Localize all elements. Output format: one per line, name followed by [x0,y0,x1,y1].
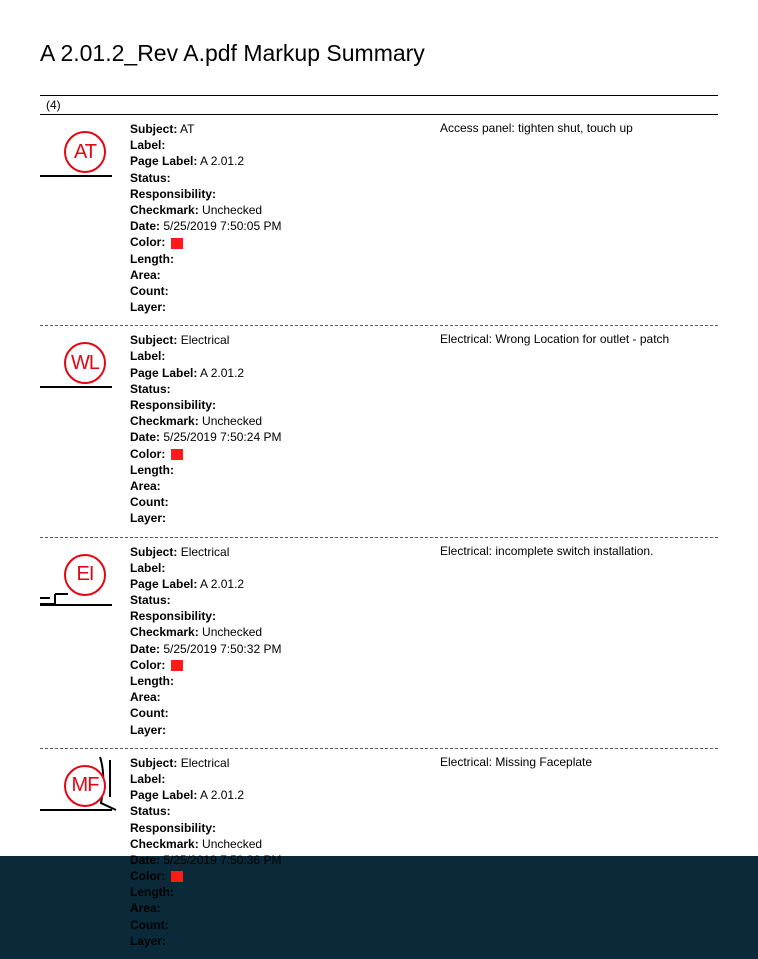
checkmark-value: Unchecked [202,837,262,851]
bracket-icon [40,586,70,608]
page-label-value: A 2.01.2 [200,366,244,380]
page-label-value: A 2.01.2 [200,577,244,591]
description-column: Electrical: incomplete switch installati… [430,544,718,738]
stamp-column: EI [40,544,130,738]
page-label-value: A 2.01.2 [200,788,244,802]
subject-value: Electrical [181,333,230,347]
stamp-column: MF [40,755,130,949]
entry-count: (4) [40,95,718,115]
checkmark-value: Unchecked [202,625,262,639]
entries-container: ATSubject: ATLabel: Page Label: A 2.01.2… [40,115,718,959]
checkmark-value: Unchecked [202,414,262,428]
description-column: Electrical: Wrong Location for outlet - … [430,332,718,526]
info-column: Subject: ElectricalLabel: Page Label: A … [130,544,430,738]
subject-value: Electrical [181,756,230,770]
subject-value: Electrical [181,545,230,559]
stamp-badge: MF [64,765,106,807]
page-label-value: A 2.01.2 [200,154,244,168]
date-value: 5/25/2019 7:50:32 PM [163,642,281,656]
stamp-badge: AT [64,131,106,173]
markup-entry: EI Subject: ElectricalLabel: Page Label: … [40,538,718,749]
date-value: 5/25/2019 7:50:05 PM [163,219,281,233]
markup-entry: MF Subject: ElectricalLabel: Page Label: … [40,749,718,959]
color-swatch [171,871,183,882]
checkmark-value: Unchecked [202,203,262,217]
date-value: 5/25/2019 7:50:36 PM [163,853,281,867]
date-value: 5/25/2019 7:50:24 PM [163,430,281,444]
stamp-badge: EI [64,554,106,596]
stamp-column: AT [40,121,130,315]
page: A 2.01.2_Rev A.pdf Markup Summary (4) AT… [0,0,758,856]
color-swatch [171,238,183,249]
stamp-badge: WL [64,342,106,384]
markup-entry: WL Subject: ElectricalLabel: Page Label: … [40,326,718,537]
markup-entry: ATSubject: ATLabel: Page Label: A 2.01.2… [40,115,718,326]
description-column: Access panel: tighten shut, touch up [430,121,718,315]
stamp-column: WL [40,332,130,526]
color-swatch [171,660,183,671]
info-column: Subject: ATLabel: Page Label: A 2.01.2St… [130,121,430,315]
color-swatch [171,449,183,460]
info-column: Subject: ElectricalLabel: Page Label: A … [130,755,430,949]
stamp-underline [40,175,112,177]
description-column: Electrical: Missing Faceplate [430,755,718,949]
stamp-underline [40,386,112,388]
page-title: A 2.01.2_Rev A.pdf Markup Summary [40,40,718,67]
info-column: Subject: ElectricalLabel: Page Label: A … [130,332,430,526]
subject-value: AT [180,122,194,136]
